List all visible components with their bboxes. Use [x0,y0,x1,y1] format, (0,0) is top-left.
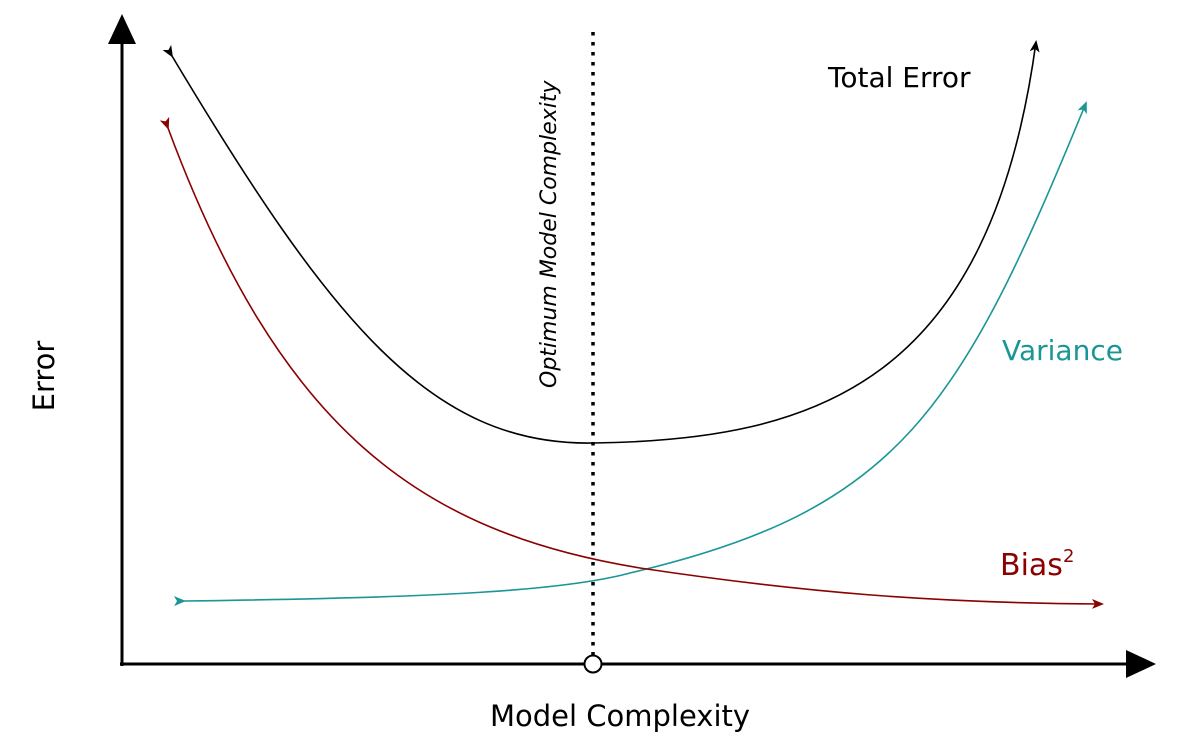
variance-curve [173,101,1087,607]
series-label-total-error: Total Error [827,61,971,94]
bias-label-superscript: 2 [1063,546,1074,567]
y-axis-label: Error [27,341,61,412]
y-axis-arrowhead [108,14,136,44]
series-label-bias: Bias2 [1000,546,1074,583]
optimum-label: Optimum Model Complexity [537,80,562,388]
series-label-variance: Variance [1002,334,1123,367]
bias-curve [159,116,1104,609]
optimum-marker [583,654,603,674]
x-axis-label: Model Complexity [490,699,750,733]
bias-label-text: Bias [1000,548,1063,583]
x-axis-arrowhead [1126,650,1156,678]
